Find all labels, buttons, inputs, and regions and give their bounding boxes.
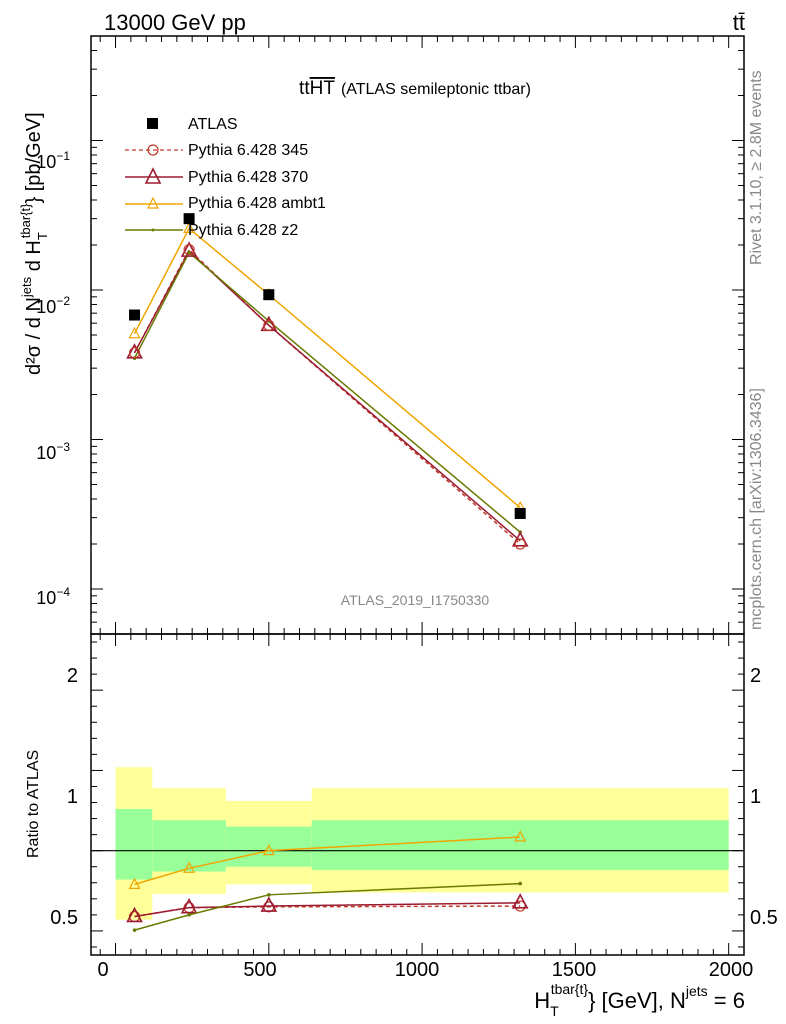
legend: ATLAS Pythia 6.428 345 Pythia 6.428 370 … xyxy=(125,116,326,239)
data-point-ambt1 xyxy=(183,221,196,234)
data-point-z2 xyxy=(187,250,191,255)
data-point-370 xyxy=(260,896,278,912)
data-point-atlas xyxy=(263,289,275,301)
rivet-label: Rivet 3.1.10, ≥ 2.8M events xyxy=(748,70,765,265)
xtick-2000: 2000 xyxy=(709,959,754,981)
band-inner xyxy=(225,826,312,867)
ratio-frame xyxy=(90,633,745,956)
ratio-bands xyxy=(91,767,744,920)
series-line xyxy=(133,227,521,509)
data-point-ambt1 xyxy=(128,326,141,339)
ratio-series-line xyxy=(134,905,521,918)
ratio-ytick-0.5-right: 0.5 xyxy=(750,907,778,929)
ratio-ytick-1-right: 1 xyxy=(750,786,761,808)
analysis-label: ATLAS_2019_I1750330 xyxy=(341,592,490,608)
legend-marker-345 xyxy=(147,144,159,156)
data-point-345 xyxy=(128,347,141,359)
data-point-atlas xyxy=(514,507,526,519)
ratio-ytick-2-left: 2 xyxy=(67,665,78,687)
data-point-345 xyxy=(514,900,526,912)
xtick-1500: 1500 xyxy=(552,959,597,981)
legend-label-345: Pythia 6.428 345 xyxy=(188,142,308,159)
xtick-500: 500 xyxy=(243,959,276,981)
data-point-ambt1 xyxy=(262,843,275,856)
legend-marker-370 xyxy=(144,167,162,184)
ratio-series-line xyxy=(134,902,521,918)
ratio-series-line xyxy=(134,882,521,931)
ytick-label-1e-4: 10−4 xyxy=(36,585,70,608)
data-point-z2 xyxy=(187,913,191,917)
data-point-ambt1 xyxy=(183,861,196,873)
main-y-label: d²σ / d Njets d HTtbar{t}} [pb/GeV] xyxy=(18,112,50,375)
series-line xyxy=(133,251,521,533)
data-point-370 xyxy=(180,241,198,257)
data-point-345 xyxy=(514,538,526,550)
data-point-370 xyxy=(511,893,529,909)
axes xyxy=(90,35,745,956)
title-main: tt xyxy=(299,78,310,99)
data-point-z2 xyxy=(267,893,271,897)
data-point-370 xyxy=(126,906,143,923)
header-energy: 13000 GeV pp xyxy=(104,10,246,35)
data-point-ambt1 xyxy=(128,877,141,889)
legend-marker-atlas xyxy=(147,118,158,129)
ratio-ytick-1-left: 1 xyxy=(67,786,78,808)
data-point-z2 xyxy=(518,881,523,886)
data-point-370 xyxy=(511,531,529,547)
band-inner xyxy=(115,808,153,880)
data-point-345 xyxy=(183,244,195,256)
title-overline: HT xyxy=(310,78,336,99)
ytick-label-1e-2: 10−2 xyxy=(36,294,70,317)
legend-label-z2: Pythia 6.428 z2 xyxy=(188,222,298,239)
ratio-ytick-2-right: 2 xyxy=(750,665,761,687)
ytick-label-1e-1: 10−1 xyxy=(36,149,70,172)
data-point-atlas xyxy=(129,309,141,321)
data-point-ambt1 xyxy=(514,830,527,842)
series-line xyxy=(133,249,521,542)
data-point-atlas xyxy=(183,213,195,225)
mcplots-label: mcplots.cern.ch [arXiv:1306.3436] xyxy=(748,388,765,630)
header-process: tt̄ xyxy=(733,10,745,35)
plot-title: ttHT (ATLAS semileptonic ttbar) xyxy=(299,78,531,99)
series-line xyxy=(133,248,521,545)
ytick-label-1e-3: 10−3 xyxy=(36,440,70,463)
data-point-370 xyxy=(180,897,198,914)
ratio-series-line xyxy=(134,836,521,886)
main-series xyxy=(126,213,529,550)
title-sub: (ATLAS semileptonic ttbar) xyxy=(341,81,531,98)
ratio-y-label: Ratio to ATLAS xyxy=(25,750,42,858)
legend-marker-z2 xyxy=(151,228,155,232)
data-point-345 xyxy=(263,319,275,331)
xtick-1000: 1000 xyxy=(395,959,440,981)
ratio-series xyxy=(126,830,529,932)
xtick-0: 0 xyxy=(97,959,108,981)
legend-label-atlas: ATLAS xyxy=(188,116,238,133)
legend-label-370: Pythia 6.428 370 xyxy=(188,169,308,186)
legend-marker-ambt1 xyxy=(147,196,159,209)
x-axis-label: HTtbar{t}} [GeV], Njets = 6 xyxy=(534,981,745,1019)
ratio-ytick-0.5-left: 0.5 xyxy=(50,907,78,929)
legend-label-ambt1: Pythia 6.428 ambt1 xyxy=(188,195,326,212)
data-point-z2 xyxy=(132,928,137,932)
